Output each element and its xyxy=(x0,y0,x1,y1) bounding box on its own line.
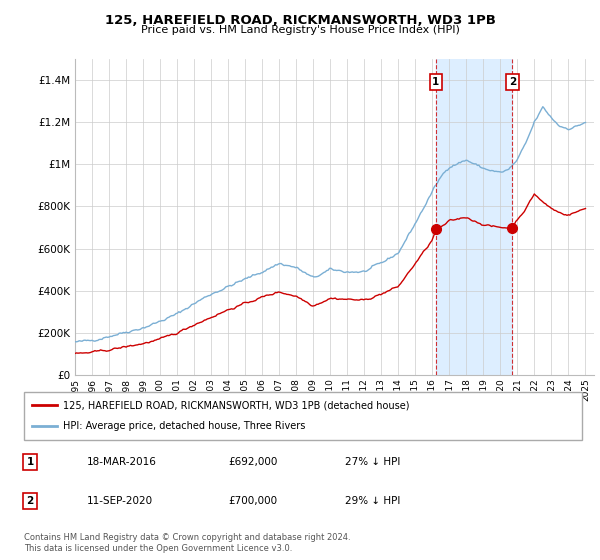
Text: £692,000: £692,000 xyxy=(228,457,277,467)
Bar xyxy=(436,59,512,375)
Text: 18-MAR-2016: 18-MAR-2016 xyxy=(87,457,157,467)
Text: 27% ↓ HPI: 27% ↓ HPI xyxy=(345,457,400,467)
Text: Price paid vs. HM Land Registry's House Price Index (HPI): Price paid vs. HM Land Registry's House … xyxy=(140,25,460,35)
FancyBboxPatch shape xyxy=(24,392,582,440)
Text: 2: 2 xyxy=(26,496,34,506)
Text: HPI: Average price, detached house, Three Rivers: HPI: Average price, detached house, Thre… xyxy=(63,421,305,431)
Text: 11-SEP-2020: 11-SEP-2020 xyxy=(87,496,153,506)
Text: 1: 1 xyxy=(432,77,440,87)
Text: 125, HAREFIELD ROAD, RICKMANSWORTH, WD3 1PB: 125, HAREFIELD ROAD, RICKMANSWORTH, WD3 … xyxy=(104,14,496,27)
Text: 2: 2 xyxy=(509,77,516,87)
Text: £700,000: £700,000 xyxy=(228,496,277,506)
Text: 29% ↓ HPI: 29% ↓ HPI xyxy=(345,496,400,506)
Text: 1: 1 xyxy=(26,457,34,467)
Text: Contains HM Land Registry data © Crown copyright and database right 2024.
This d: Contains HM Land Registry data © Crown c… xyxy=(24,533,350,553)
Text: 125, HAREFIELD ROAD, RICKMANSWORTH, WD3 1PB (detached house): 125, HAREFIELD ROAD, RICKMANSWORTH, WD3 … xyxy=(63,400,410,410)
